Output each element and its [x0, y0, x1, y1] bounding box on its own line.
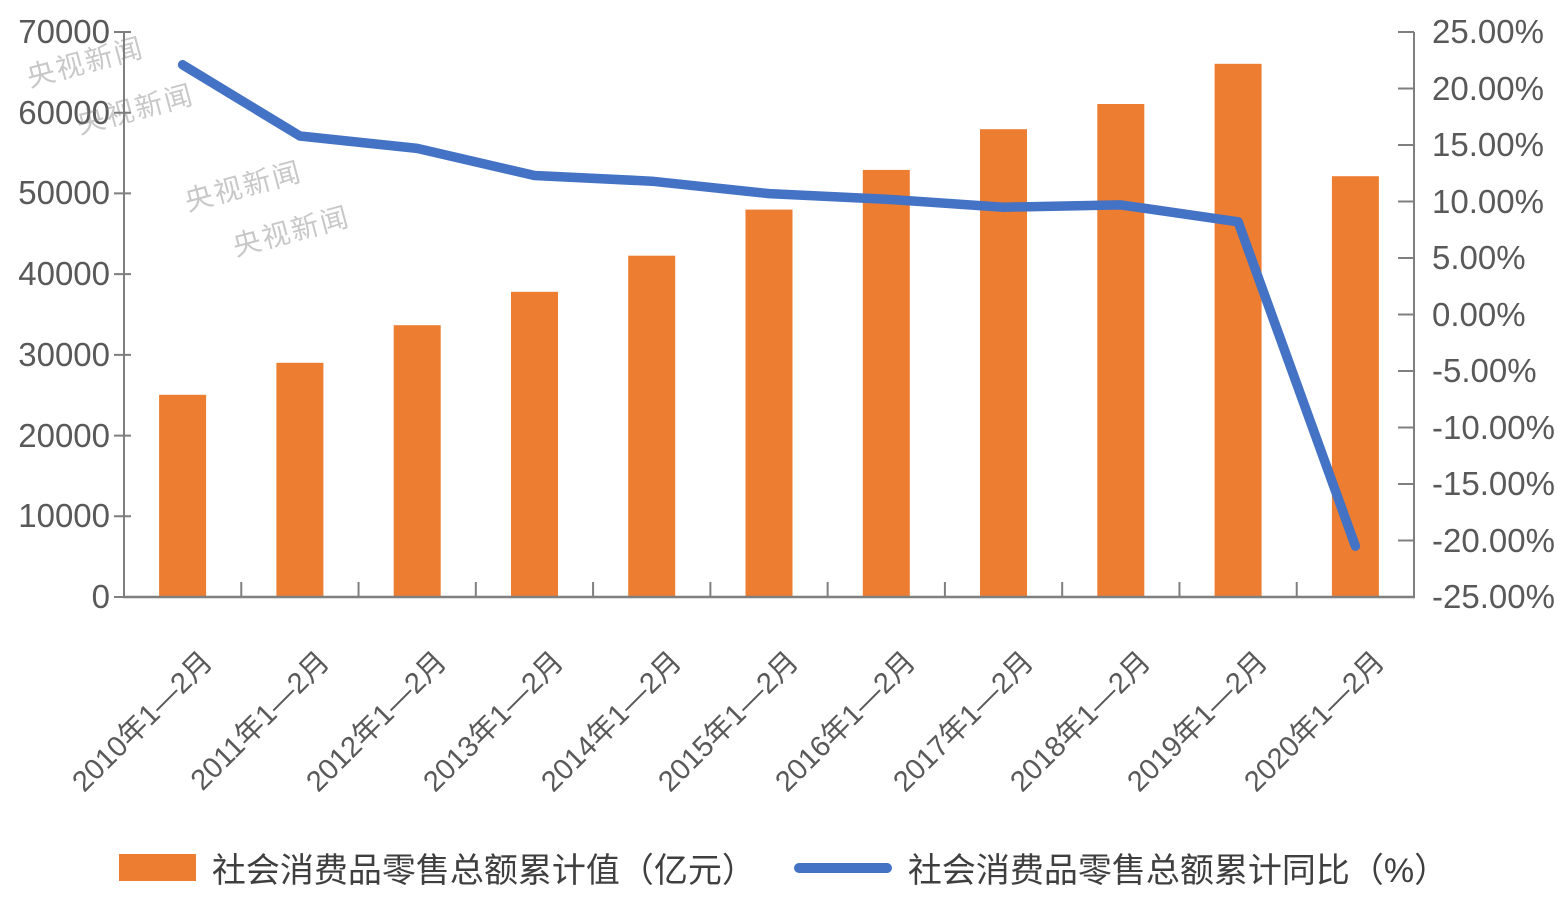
watermark-text: 央视新闻	[229, 200, 354, 262]
bar	[862, 169, 910, 597]
bar	[393, 325, 441, 597]
left-axis-tick-label: 40000	[18, 255, 110, 292]
right-axis-tick-label: 5.00%	[1432, 239, 1526, 276]
bar	[1331, 176, 1379, 597]
right-axis-tick-label: -25.00%	[1432, 578, 1555, 615]
right-axis-tick-label: 0.00%	[1432, 296, 1526, 333]
right-axis-tick-label: -20.00%	[1432, 522, 1555, 559]
bar	[1097, 104, 1145, 597]
line-series-swatch	[793, 862, 892, 873]
left-axis-tick-label: 30000	[18, 336, 110, 373]
left-axis-tick-label: 20000	[18, 417, 110, 454]
left-axis-tick-label: 50000	[18, 174, 110, 211]
left-axis-tick-label: 70000	[18, 13, 110, 50]
legend-item-line-series: 社会消费品零售总额累计同比（%）	[793, 843, 1449, 892]
watermark-text: 央视新闻	[23, 31, 148, 93]
watermark-text: 央视新闻	[73, 78, 198, 140]
bar-series-swatch	[118, 854, 196, 881]
left-axis-tick-label: 10000	[18, 497, 110, 534]
line-series-legend-label: 社会消费品零售总额累计同比（%）	[907, 852, 1449, 890]
bar	[745, 209, 793, 597]
bar	[1214, 63, 1262, 598]
right-axis-tick-label: 15.00%	[1432, 126, 1544, 163]
watermark-text: 央视新闻	[181, 155, 306, 217]
trend-line	[177, 60, 1361, 551]
right-axis-tick-label: 10.00%	[1432, 183, 1544, 220]
right-axis-tick-label: 25.00%	[1432, 13, 1544, 50]
left-axis-tick-label: 0	[91, 578, 110, 615]
right-axis-tick-label: -15.00%	[1432, 465, 1555, 502]
bar	[511, 291, 558, 597]
legend-item-bar-series: 社会消费品零售总额累计值（亿元）	[118, 843, 756, 892]
legend: 社会消费品零售总额累计值（亿元） 社会消费品零售总额累计同比（%）	[0, 843, 1567, 892]
bar-series-legend-label: 社会消费品零售总额累计值（亿元）	[211, 852, 756, 890]
right-axis-tick-label: -10.00%	[1432, 409, 1555, 446]
left-axis-tick-label: 60000	[18, 94, 110, 131]
bar	[628, 255, 676, 597]
right-axis-tick-label: 20.00%	[1432, 70, 1544, 107]
bar	[276, 362, 324, 597]
bar	[159, 394, 207, 597]
right-axis-tick-label: -5.00%	[1432, 352, 1537, 389]
